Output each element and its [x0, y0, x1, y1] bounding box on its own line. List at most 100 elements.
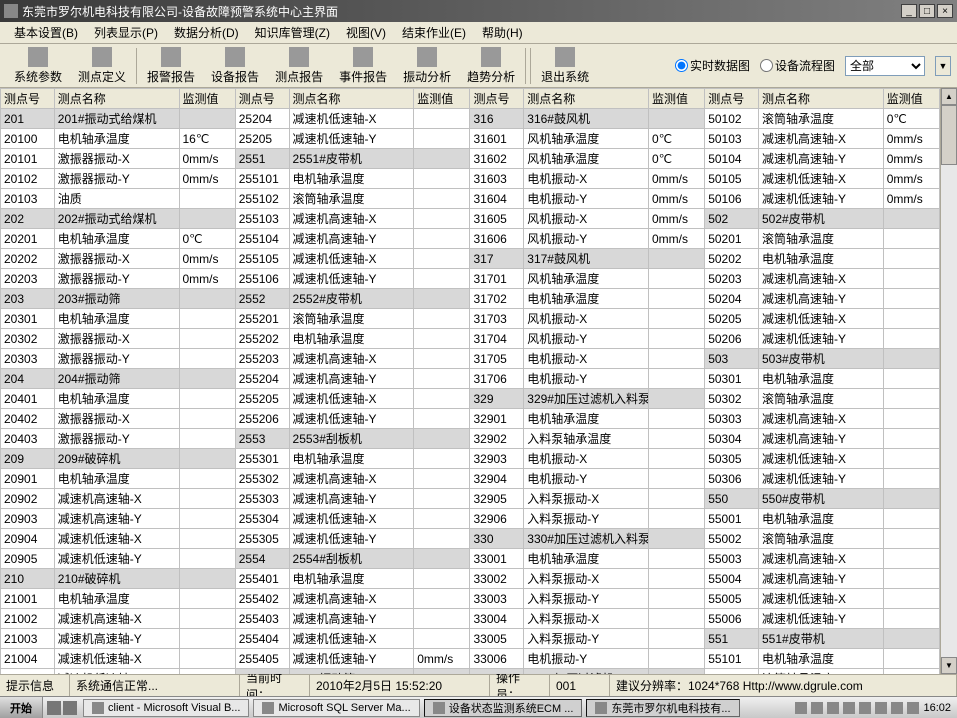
- table-row[interactable]: 202202#振动式给煤机255103减速机高速轴-X31605风机振动-X0m…: [1, 209, 940, 229]
- filter-select[interactable]: 全部: [845, 56, 925, 76]
- cell-value: [414, 629, 470, 649]
- minimize-button[interactable]: _: [901, 4, 917, 18]
- table-row[interactable]: 20301电机轴承温度255201滚筒轴承温度31703风机振动-X50205减…: [1, 309, 940, 329]
- taskbar-item[interactable]: Microsoft SQL Server Ma...: [253, 699, 419, 717]
- column-header-name[interactable]: 测点名称: [54, 89, 179, 109]
- cell-value: [648, 389, 704, 409]
- table-row[interactable]: 20201电机轴承温度0℃255104减速机高速轴-Y31606风机振动-Y0m…: [1, 229, 940, 249]
- table-row[interactable]: 21004减速机低速轴-X255405减速机低速轴-Y0mm/s33006电机振…: [1, 649, 940, 669]
- cell-value: [179, 469, 235, 489]
- table-row[interactable]: 20403激振器振动-Y25532553#刮板机32902入料泵轴承温度5030…: [1, 429, 940, 449]
- table-row[interactable]: 20902减速机高速轴-X255303减速机高速轴-Y32905入料泵振动-X5…: [1, 489, 940, 509]
- table-row[interactable]: 201201#振动式给煤机25204减速机低速轴-X316316#鼓风机5010…: [1, 109, 940, 129]
- toolbar-button[interactable]: 测点定义: [70, 45, 134, 87]
- table-row[interactable]: 21001电机轴承温度255402减速机高速轴-X33003入料泵振动-Y550…: [1, 589, 940, 609]
- start-button[interactable]: 开始: [0, 697, 43, 718]
- table-row[interactable]: 20901电机轴承温度255302减速机高速轴-X32904电机振动-Y5030…: [1, 469, 940, 489]
- cell-value: [179, 349, 235, 369]
- column-header-value[interactable]: 监测值: [648, 89, 704, 109]
- menu-item[interactable]: 知识库管理(Z): [247, 22, 338, 43]
- taskbar-item[interactable]: client - Microsoft Visual B...: [83, 699, 249, 717]
- table-row[interactable]: 20904减速机低速轴-X255305减速机低速轴-Y330330#加压过滤机入…: [1, 529, 940, 549]
- table-row[interactable]: 20102激振器振动-Y0mm/s255101电机轴承温度31603电机振动-X…: [1, 169, 940, 189]
- column-header-name[interactable]: 测点名称: [524, 89, 649, 109]
- column-header-value[interactable]: 监测值: [179, 89, 235, 109]
- menu-item[interactable]: 视图(V): [338, 22, 394, 43]
- tray-icon[interactable]: [875, 702, 887, 714]
- table-row[interactable]: 21003减速机高速轴-Y255404减速机低速轴-X33005入料泵振动-Y5…: [1, 629, 940, 649]
- toolbar-button[interactable]: 退出系统: [533, 45, 597, 87]
- column-header-id[interactable]: 测点号: [470, 89, 524, 109]
- toolbar-button[interactable]: 振动分析: [395, 45, 459, 87]
- vertical-scrollbar[interactable]: ▲ ▼: [940, 88, 957, 674]
- menu-item[interactable]: 基本设置(B): [6, 22, 86, 43]
- tray-icon[interactable]: [843, 702, 855, 714]
- table-row[interactable]: 20202激振器振动-X0mm/s255105减速机低速轴-X317317#鼓风…: [1, 249, 940, 269]
- toolbar-button[interactable]: 设备报告: [203, 45, 267, 87]
- cell-value: [179, 609, 235, 629]
- table-row[interactable]: 210210#破碎机255401电机轴承温度33002入料泵振动-X55004减…: [1, 569, 940, 589]
- quicklaunch-icon[interactable]: [47, 701, 61, 715]
- table-row[interactable]: 20101激振器振动-X0mm/s25512551#皮带机31602风机轴承温度…: [1, 149, 940, 169]
- table-row[interactable]: 20103油质255102滚筒轴承温度31604电机振动-Y0mm/s50106…: [1, 189, 940, 209]
- table-row[interactable]: 209209#破碎机255301电机轴承温度32903电机振动-X50305减速…: [1, 449, 940, 469]
- cell-id: 255204: [235, 369, 289, 389]
- table-row[interactable]: 203203#振动筛25522552#皮带机31702电机轴承温度50204减速…: [1, 289, 940, 309]
- tray-icon[interactable]: [811, 702, 823, 714]
- column-header-value[interactable]: 监测值: [883, 89, 939, 109]
- tray-icon[interactable]: [907, 702, 919, 714]
- radio-realtime[interactable]: 实时数据图: [675, 57, 750, 74]
- taskbar-item[interactable]: 东莞市罗尔机电科技有...: [586, 699, 739, 717]
- cell-name: 激振器振动-Y: [54, 169, 179, 189]
- table-row[interactable]: 21002减速机高速轴-X255403减速机高速轴-Y33004入料泵振动-X5…: [1, 609, 940, 629]
- table-row[interactable]: 20302激振器振动-X255202电机轴承温度31704风机振动-Y50206…: [1, 329, 940, 349]
- table-row[interactable]: 204204#振动筛255204减速机高速轴-Y31706电机振动-Y50301…: [1, 369, 940, 389]
- cell-name: 减速机高速轴-Y: [759, 429, 884, 449]
- toolbar-button[interactable]: 测点报告: [267, 45, 331, 87]
- menu-item[interactable]: 数据分析(D): [166, 22, 247, 43]
- tray-icon[interactable]: [795, 702, 807, 714]
- taskbar-item[interactable]: 设备状态监测系统ECM ...: [424, 699, 583, 717]
- column-header-value[interactable]: 监测值: [414, 89, 470, 109]
- radio-process[interactable]: 设备流程图: [760, 57, 835, 74]
- maximize-button[interactable]: □: [919, 4, 935, 18]
- table-row[interactable]: 20905减速机低速轴-Y25542554#刮板机33001电机轴承温度5500…: [1, 549, 940, 569]
- cell-name: 电机轴承温度: [54, 129, 179, 149]
- cell-value: [179, 589, 235, 609]
- table-row[interactable]: 20100电机轴承温度16℃25205减速机低速轴-Y31601风机轴承温度0℃…: [1, 129, 940, 149]
- cell-name: 电机振动-X: [524, 169, 649, 189]
- scroll-down-icon[interactable]: ▼: [941, 657, 957, 674]
- column-header-id[interactable]: 测点号: [235, 89, 289, 109]
- cell-id: 317: [470, 249, 524, 269]
- data-table[interactable]: 测点号测点名称监测值测点号测点名称监测值测点号测点名称监测值测点号测点名称监测值…: [0, 88, 940, 674]
- column-header-name[interactable]: 测点名称: [759, 89, 884, 109]
- tray-icon[interactable]: [859, 702, 871, 714]
- tray-icon[interactable]: [827, 702, 839, 714]
- cell-id: 32905: [470, 489, 524, 509]
- quicklaunch-icon[interactable]: [63, 701, 77, 715]
- column-header-name[interactable]: 测点名称: [289, 89, 414, 109]
- table-row[interactable]: 20203激振器振动-Y0mm/s255106减速机低速轴-Y31701风机轴承…: [1, 269, 940, 289]
- menu-item[interactable]: 结束作业(E): [394, 22, 474, 43]
- toolbar-button[interactable]: 系统参数: [6, 45, 70, 87]
- close-button[interactable]: ×: [937, 4, 953, 18]
- menu-item[interactable]: 帮助(H): [474, 22, 531, 43]
- dropdown-icon[interactable]: ▼: [935, 56, 951, 76]
- toolbar-button[interactable]: 事件报告: [331, 45, 395, 87]
- table-row[interactable]: 20402激振器振动-X255206减速机低速轴-Y32901电机轴承温度503…: [1, 409, 940, 429]
- tray-icon[interactable]: [891, 702, 903, 714]
- scroll-up-icon[interactable]: ▲: [941, 88, 957, 105]
- table-row[interactable]: 20401电机轴承温度255205减速机低速轴-X329329#加压过滤机入料泵…: [1, 389, 940, 409]
- cell-id: 33003: [470, 589, 524, 609]
- column-header-id[interactable]: 测点号: [705, 89, 759, 109]
- table-row[interactable]: 21005减速机低速轴-Y258258#振动筛332332#加压过滤机55102…: [1, 669, 940, 675]
- table-row[interactable]: 20903减速机高速轴-Y255304减速机低速轴-X32906入料泵振动-Y5…: [1, 509, 940, 529]
- scroll-thumb[interactable]: [941, 105, 957, 165]
- cell-id: 255203: [235, 349, 289, 369]
- cell-id: 255405: [235, 649, 289, 669]
- column-header-id[interactable]: 测点号: [1, 89, 55, 109]
- menu-item[interactable]: 列表显示(P): [86, 22, 166, 43]
- toolbar-button[interactable]: 报警报告: [139, 45, 203, 87]
- toolbar-button[interactable]: 趋势分析: [459, 45, 523, 87]
- table-row[interactable]: 20303激振器振动-Y255203减速机高速轴-X31705电机振动-X503…: [1, 349, 940, 369]
